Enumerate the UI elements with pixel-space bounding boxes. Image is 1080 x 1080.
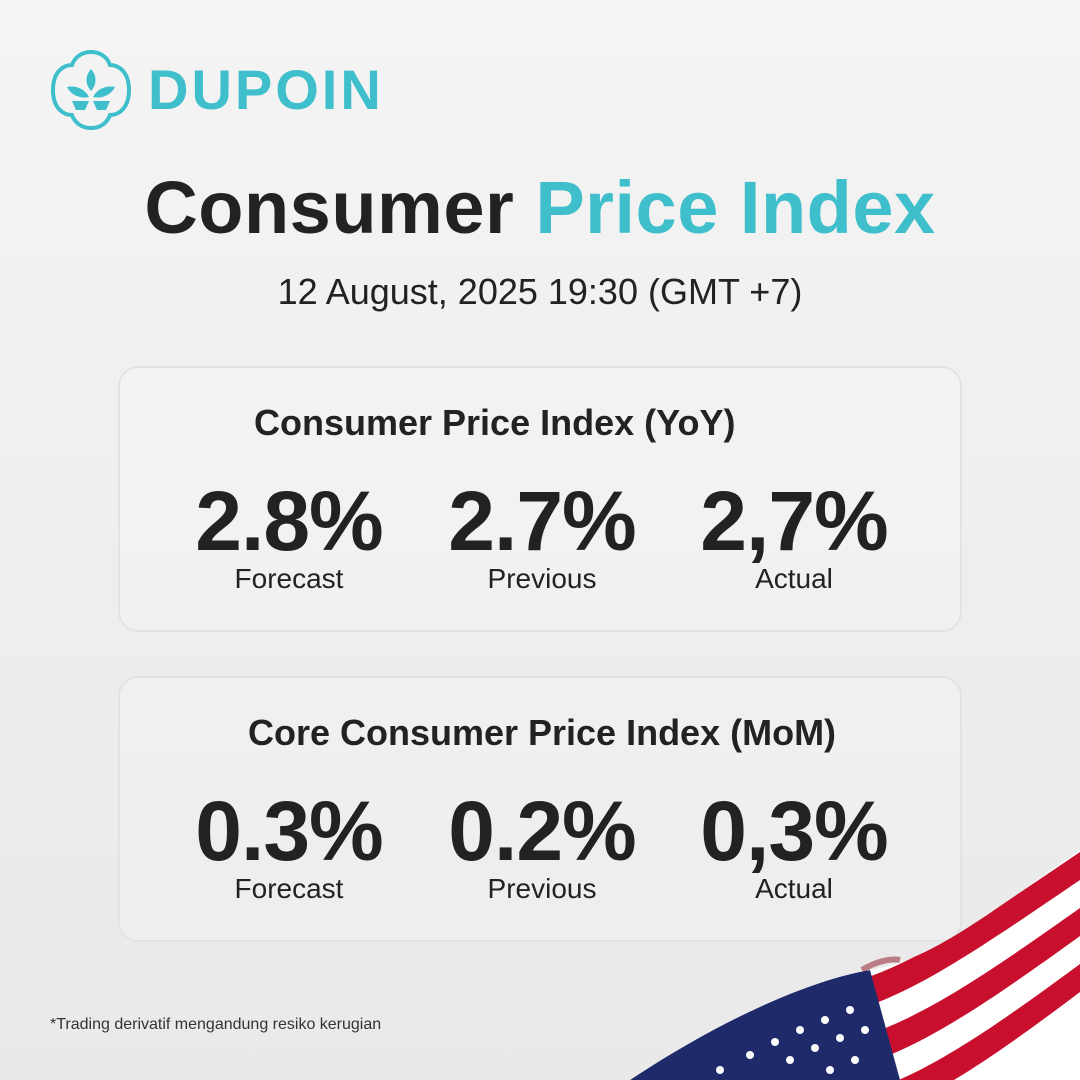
metric-label: Forecast bbox=[234, 563, 344, 594]
metric-label: Actual bbox=[755, 563, 833, 594]
card-title: Consumer Price Index (YoY) bbox=[254, 402, 736, 443]
metric-value: 0.3% bbox=[195, 784, 383, 878]
page-title-part1: Consumer bbox=[144, 166, 515, 249]
metric-label: Forecast bbox=[234, 873, 344, 904]
brand-header: DUPOIN bbox=[50, 48, 384, 132]
lotus-icon bbox=[50, 49, 132, 131]
previous-metric: 0.2% Previous bbox=[412, 786, 672, 906]
card-title: Core Consumer Price Index (MoM) bbox=[247, 712, 837, 753]
us-flag-icon bbox=[630, 850, 1080, 1080]
metric-label: Previous bbox=[487, 873, 597, 904]
metric-value: 2.8% bbox=[195, 474, 383, 568]
cpi-yoy-card: Consumer Price Index (YoY) 2.8% Forecast… bbox=[118, 366, 962, 632]
previous-metric: 2.7% Previous bbox=[412, 476, 672, 596]
actual-metric: 2,7% Actual bbox=[664, 476, 924, 596]
core-cpi-mom-card: Core Consumer Price Index (MoM) 0.3% For… bbox=[118, 676, 962, 942]
forecast-metric: 0.3% Forecast bbox=[159, 786, 419, 906]
risk-disclaimer: *Trading derivatif mengandung resiko ker… bbox=[50, 1016, 382, 1033]
brand-name: DUPOIN bbox=[148, 58, 384, 121]
actual-metric: 0,3% Actual bbox=[664, 786, 924, 906]
release-datetime: 12 August, 2025 19:30 (GMT +7) bbox=[277, 271, 803, 312]
metric-label: Previous bbox=[487, 563, 597, 594]
page-title: Consumer Price Index bbox=[0, 166, 1080, 250]
metric-value: 0,3% bbox=[700, 784, 888, 878]
metric-value: 0.2% bbox=[448, 784, 636, 878]
metric-value: 2.7% bbox=[448, 474, 636, 568]
metric-value: 2,7% bbox=[700, 474, 888, 568]
metric-label: Actual bbox=[755, 873, 833, 904]
forecast-metric: 2.8% Forecast bbox=[159, 476, 419, 596]
page-title-accent: Price Index bbox=[535, 166, 936, 249]
